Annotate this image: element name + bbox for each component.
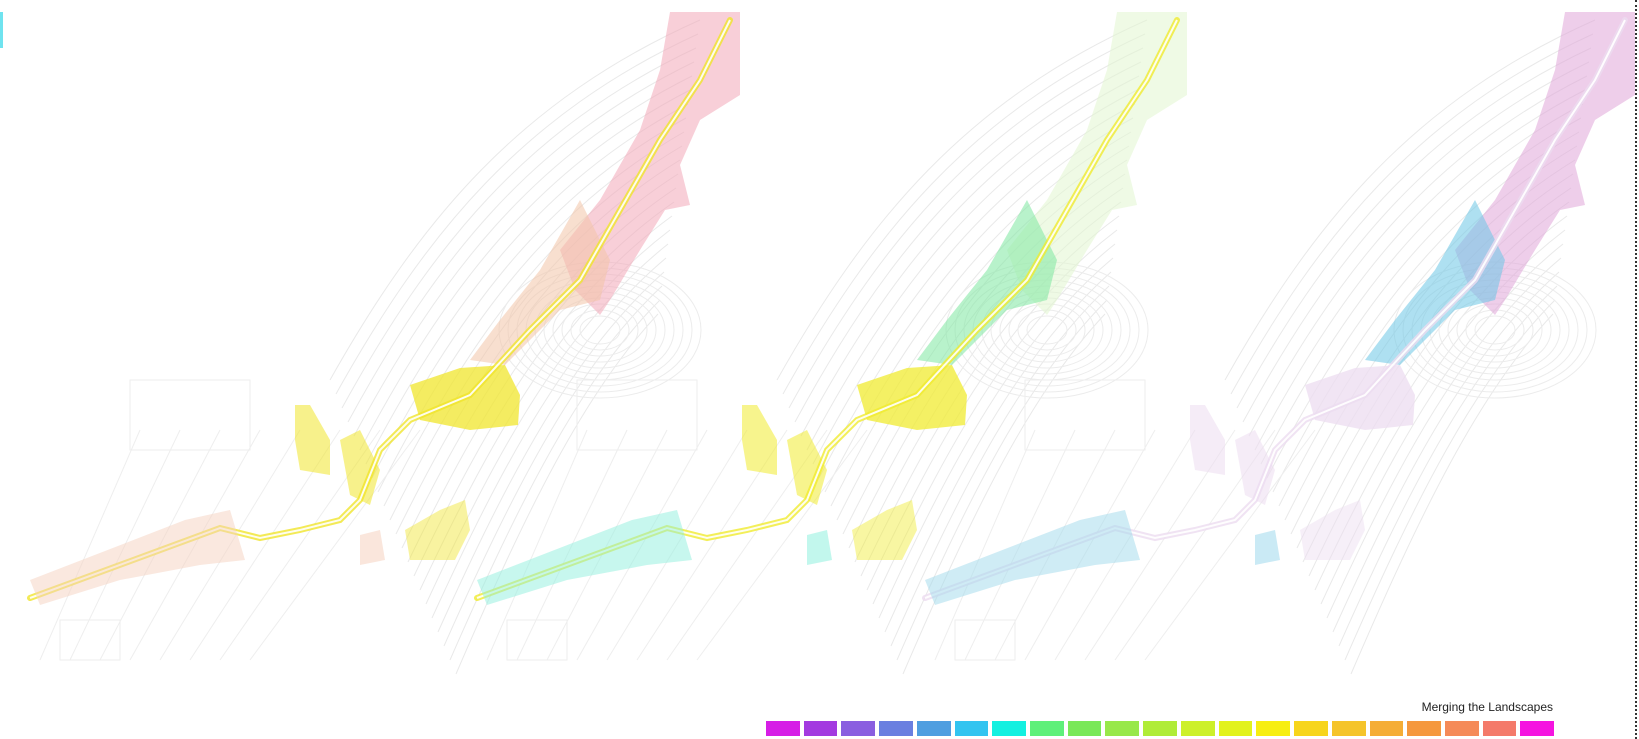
valley-lower-strip: [477, 510, 692, 605]
field-plot: [405, 500, 470, 560]
field-plot: [340, 430, 380, 505]
legend-swatch: [1444, 721, 1479, 736]
panel-layer: [27, 12, 1635, 605]
legend-swatch: [1407, 721, 1441, 736]
valley-mid-region: [1365, 200, 1505, 365]
legend-swatch: [992, 721, 1027, 736]
road-centerline: [29, 19, 731, 599]
valley-lower-strip: [925, 510, 1140, 605]
legend-swatch: [879, 721, 913, 736]
color-legend: [766, 721, 1555, 736]
legend-swatch: [954, 721, 989, 736]
legend-swatch: [1520, 721, 1555, 736]
field-plot: [1255, 530, 1280, 565]
panel-right: [922, 12, 1635, 605]
field-plot: [852, 500, 917, 560]
corner-accent-mark: [0, 12, 3, 48]
field-plot: [1190, 405, 1225, 475]
legend-swatch: [1482, 721, 1517, 736]
road-corridor: [474, 17, 1180, 601]
legend-swatch: [1180, 721, 1215, 736]
road-centerline: [476, 19, 1178, 599]
legend-swatch: [1369, 721, 1404, 736]
legend-swatch: [803, 721, 838, 736]
legend-title: Merging the Landscapes: [1421, 700, 1553, 714]
field-plot: [807, 530, 832, 565]
field-plot: [360, 530, 385, 565]
panel-middle: [474, 12, 1187, 605]
legend-swatch: [1143, 721, 1177, 736]
legend-swatch: [1331, 721, 1366, 736]
legend-swatch: [916, 721, 951, 736]
legend-swatch: [1030, 721, 1064, 736]
field-plot: [1235, 430, 1275, 505]
road-centerline: [924, 19, 1626, 599]
sheet-edge-dotted-line: [1635, 0, 1637, 739]
valley-mid-region: [470, 200, 610, 365]
valley-mid-region: [917, 200, 1057, 365]
legend-swatch: [1294, 721, 1328, 736]
legend-swatch: [766, 721, 800, 736]
legend-swatch: [1067, 721, 1102, 736]
field-plot: [295, 405, 330, 475]
field-plot: [1300, 500, 1365, 560]
field-plot: [787, 430, 827, 505]
legend-swatch: [1105, 721, 1140, 736]
panel-left: [27, 12, 740, 605]
contour-layer: [39, 19, 1597, 675]
legend-swatch: [841, 721, 876, 736]
road-corridor: [922, 17, 1628, 601]
valley-lower-strip: [30, 510, 245, 605]
field-plot: [742, 405, 777, 475]
legend-swatch: [1256, 721, 1291, 736]
legend-swatch: [1218, 721, 1253, 736]
